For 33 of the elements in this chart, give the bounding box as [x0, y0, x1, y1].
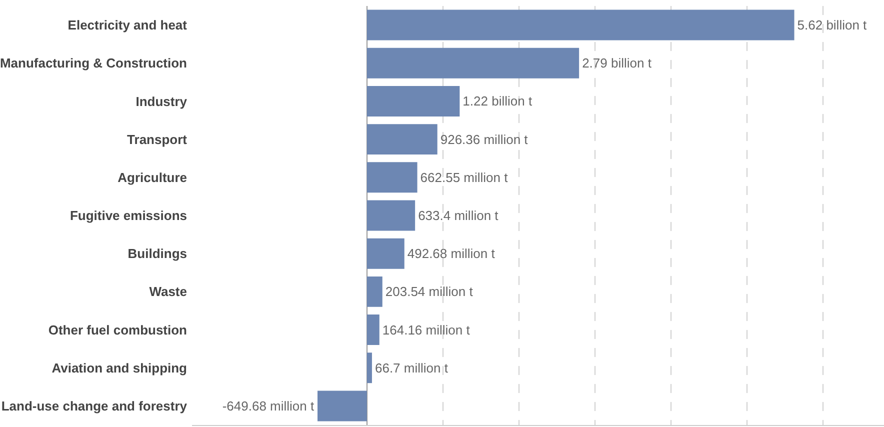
data-label: 2.79 billion t — [582, 56, 652, 71]
data-label: 926.36 million t — [440, 132, 528, 147]
bar — [366, 86, 460, 116]
y-tick-label: Agriculture — [118, 170, 187, 185]
data-label: 1.22 billion t — [462, 94, 532, 109]
data-label: 633.4 million t — [418, 208, 499, 223]
y-tick-label: Other fuel combustion — [48, 322, 188, 338]
y-tick-label: Land-use change and forestry — [1, 398, 188, 414]
bar — [366, 314, 380, 346]
data-label: 164.16 million t — [382, 322, 470, 338]
data-label: 5.62 billion t — [797, 18, 868, 33]
y-tick-label: Waste — [149, 284, 187, 300]
y-tick-label: Industry — [136, 94, 188, 109]
bar — [318, 390, 367, 422]
data-label: 66.7 million t — [374, 360, 448, 376]
y-tick-label: Transport — [127, 132, 188, 147]
bar — [366, 352, 372, 384]
y-tick-label: Manufacturing & Construction — [0, 56, 188, 71]
y-tick-label: Fugitive emissions — [70, 208, 187, 224]
bar — [366, 162, 418, 193]
bar — [366, 10, 794, 40]
y-tick-label: Buildings — [128, 246, 187, 262]
y-tick-label: Aviation and shipping — [52, 360, 188, 376]
bar — [366, 200, 416, 231]
data-label: 662.55 million t — [420, 170, 508, 185]
bar — [366, 276, 382, 307]
data-label: -649.68 million t — [222, 398, 314, 414]
bar — [366, 124, 438, 155]
bar — [366, 238, 404, 269]
y-tick-label: Electricity and heat — [68, 18, 188, 33]
bar — [366, 48, 580, 78]
data-label: 492.68 million t — [407, 246, 496, 262]
data-label: 203.54 million t — [385, 284, 474, 300]
